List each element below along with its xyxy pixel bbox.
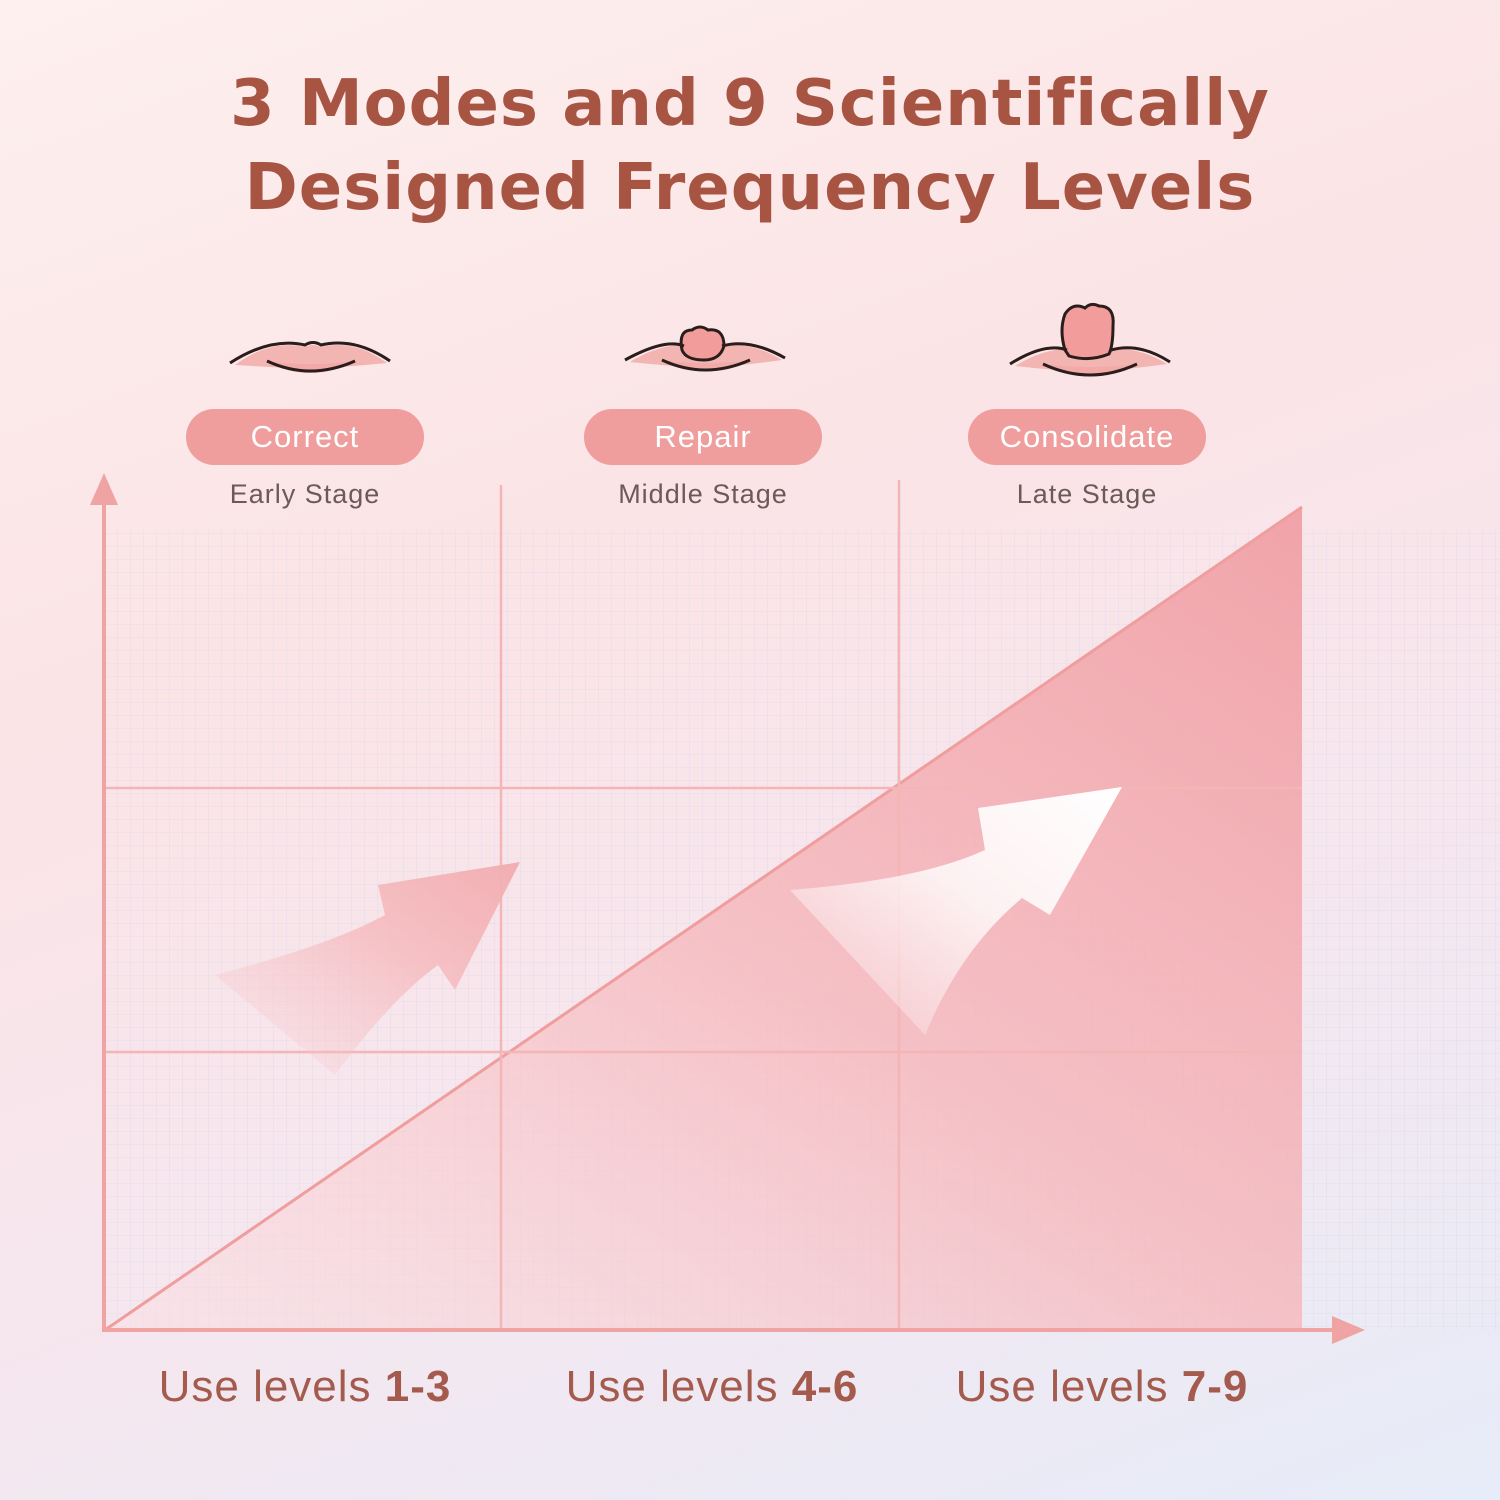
level-label-2: Use levels 4-6 bbox=[512, 1362, 912, 1412]
x-axis-arrow bbox=[1332, 1316, 1365, 1344]
level-range: 1-3 bbox=[384, 1362, 452, 1411]
progress-arrow-left bbox=[215, 862, 520, 1075]
stage-label-early: Early Stage bbox=[229, 479, 381, 509]
mode-repair: Repair Middle Stage bbox=[583, 409, 823, 510]
level-prefix: Use levels bbox=[158, 1362, 372, 1411]
progress-arrow-right bbox=[790, 787, 1122, 1035]
page-title: 3 Modes and 9 Scientifically Designed Fr… bbox=[0, 62, 1500, 230]
level-range: 7-9 bbox=[1181, 1362, 1249, 1411]
axes bbox=[90, 473, 1365, 1344]
stage-label-late: Late Stage bbox=[1016, 479, 1158, 509]
level-range: 4-6 bbox=[791, 1362, 859, 1411]
level-label-1: Use levels 1-3 bbox=[105, 1362, 505, 1412]
mode-pill-correct: Correct bbox=[186, 409, 424, 465]
mode-correct: Correct Early Stage bbox=[185, 409, 425, 510]
level-prefix: Use levels bbox=[955, 1362, 1169, 1411]
lips-closed-icon bbox=[229, 341, 391, 373]
mode-consolidate: Consolidate Late Stage bbox=[967, 409, 1207, 510]
y-axis-arrow bbox=[90, 473, 118, 505]
title-line-1: 3 Modes and 9 Scientifically bbox=[230, 67, 1270, 141]
level-label-3: Use levels 7-9 bbox=[902, 1362, 1302, 1412]
title-line-2: Designed Frequency Levels bbox=[244, 151, 1256, 225]
lips-large-tongue-icon bbox=[1009, 302, 1171, 377]
mode-pill-repair: Repair bbox=[584, 409, 822, 465]
triangle-edge bbox=[104, 505, 1303, 1332]
stage-label-middle: Middle Stage bbox=[618, 479, 788, 509]
level-prefix: Use levels bbox=[565, 1362, 779, 1411]
mode-pill-consolidate: Consolidate bbox=[968, 409, 1206, 465]
lips-small-tongue-icon bbox=[624, 325, 786, 372]
